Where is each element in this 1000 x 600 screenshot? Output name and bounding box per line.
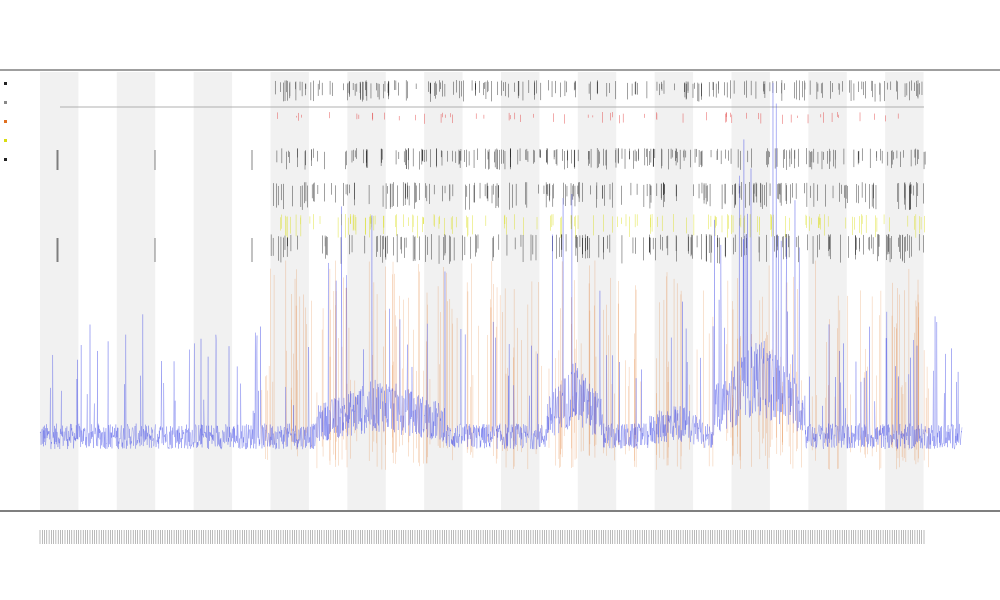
x-tick-labels (39, 530, 925, 544)
event-markers (56, 80, 926, 264)
background-band (347, 72, 386, 510)
legend-swatch (4, 82, 7, 85)
legend (4, 82, 7, 161)
legend-swatch (4, 101, 7, 104)
series-line-main (39, 82, 963, 450)
background-band (193, 72, 233, 510)
legend-swatch (4, 158, 7, 161)
background-bands (40, 72, 924, 510)
background-band (808, 72, 847, 510)
background-band (40, 72, 79, 510)
legend-swatch (4, 120, 7, 123)
legend-swatch (4, 139, 7, 142)
background-band (654, 72, 694, 510)
background-band (577, 72, 617, 510)
